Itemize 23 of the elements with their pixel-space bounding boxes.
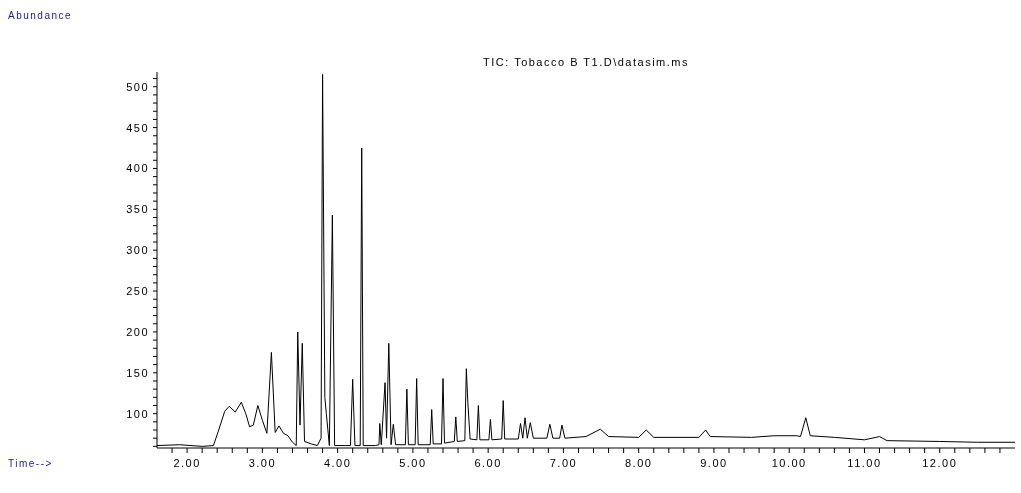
x-tick-label: 5.00 <box>399 457 427 469</box>
y-tick-label: 350 <box>126 203 149 216</box>
y-tick-label: 400 <box>126 162 149 175</box>
chart-title: TIC: Tobacco B T1.D\datasim.ms <box>482 56 690 68</box>
text: Time--> <box>8 458 53 469</box>
y-tick-label: 300 <box>126 244 149 257</box>
x-tick-label: 10.00 <box>771 457 807 469</box>
x-tick-label: 7.00 <box>549 457 578 469</box>
x-tick-label: 12.00 <box>922 457 958 469</box>
x-tick-label: 3.00 <box>248 457 277 469</box>
text: Abundance <box>8 10 73 21</box>
y-tick-label: 100 <box>126 407 149 420</box>
y-tick-label: 150 <box>126 366 149 379</box>
x-tick-label: 4.00 <box>323 457 352 469</box>
x-tick-label: 8.00 <box>624 457 653 469</box>
x-tick-label: 11.00 <box>847 457 882 469</box>
y-tick-label: 450 <box>126 121 149 134</box>
x-tick-label: 6.00 <box>474 457 502 469</box>
y-tick-label: 200 <box>126 325 149 338</box>
y-tick-label: 250 <box>126 285 149 298</box>
y-tick-label: 500 <box>126 80 149 93</box>
x-tick-label: 2.00 <box>173 457 201 469</box>
x-tick-label: 9.00 <box>700 457 728 469</box>
